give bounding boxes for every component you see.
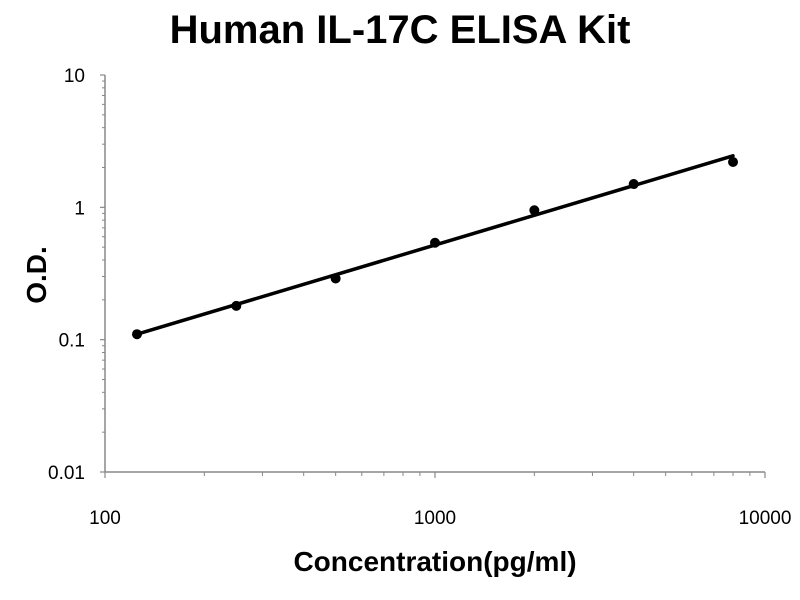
axes <box>104 75 765 473</box>
data-point <box>231 300 242 311</box>
ticks: 0.01 0.1 1 10 100 1000 10000 <box>48 66 791 529</box>
y-axis-title: O.D. <box>21 246 52 304</box>
data-point <box>430 237 440 248</box>
data-point <box>728 157 739 168</box>
x-tick-label: 100 <box>89 508 121 529</box>
data-point <box>628 179 639 190</box>
y-tick-label: 10 <box>64 66 85 87</box>
chart-title: Human IL-17C ELISA Kit <box>169 8 631 52</box>
x-tick-label: 10000 <box>739 508 792 529</box>
x-tick-label: 1000 <box>414 508 456 529</box>
x-axis-title: Concentration(pg/ml) <box>293 546 577 577</box>
y-tick-label: 1 <box>74 198 85 219</box>
y-tick-label: 0.1 <box>59 331 85 352</box>
data-point <box>131 329 142 340</box>
y-tick-label: 0.01 <box>48 463 85 484</box>
data-points <box>131 157 739 340</box>
data-point <box>529 205 540 216</box>
data-point <box>330 273 341 284</box>
